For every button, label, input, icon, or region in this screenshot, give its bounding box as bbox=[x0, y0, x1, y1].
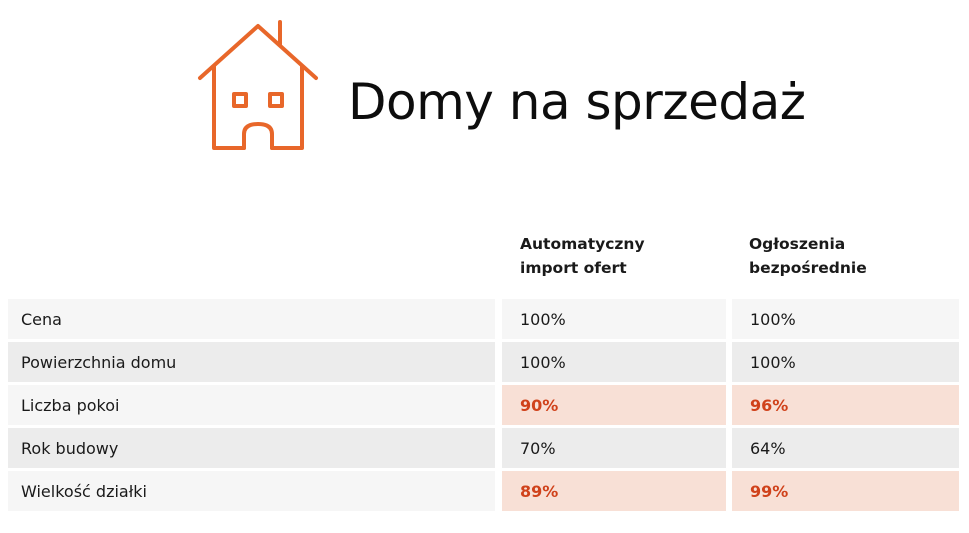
table-row: Liczba pokoi 90% 96% bbox=[8, 385, 959, 425]
automatic-import-value-highlighted: 90% bbox=[502, 385, 726, 425]
column-header-line: Automatyczny bbox=[520, 235, 645, 253]
table-row: Wielkość działki 89% 99% bbox=[8, 471, 959, 511]
column-header-line: Ogłoszenia bbox=[749, 235, 846, 253]
direct-listings-value: 100% bbox=[732, 299, 959, 339]
direct-listings-value: 100% bbox=[732, 342, 959, 382]
column-header-line: bezpośrednie bbox=[749, 259, 867, 277]
column-header-automatic-import: Automatyczny import ofert bbox=[520, 232, 645, 280]
row-label: Wielkość działki bbox=[8, 471, 495, 511]
direct-listings-value: 64% bbox=[732, 428, 959, 468]
row-label: Cena bbox=[8, 299, 495, 339]
automatic-import-value: 100% bbox=[502, 299, 726, 339]
automatic-import-value: 70% bbox=[502, 428, 726, 468]
table-row: Cena 100% 100% bbox=[8, 299, 959, 339]
direct-listings-value-highlighted: 99% bbox=[732, 471, 959, 511]
column-header-line: import ofert bbox=[520, 259, 627, 277]
page-title: Domy na sprzedaż bbox=[348, 73, 806, 131]
row-label: Liczba pokoi bbox=[8, 385, 495, 425]
table-row: Powierzchnia domu 100% 100% bbox=[8, 342, 959, 382]
house-icon bbox=[198, 20, 318, 150]
row-label: Powierzchnia domu bbox=[8, 342, 495, 382]
table-row: Rok budowy 70% 64% bbox=[8, 428, 959, 468]
column-header-direct-listings: Ogłoszenia bezpośrednie bbox=[749, 232, 867, 280]
row-label: Rok budowy bbox=[8, 428, 495, 468]
automatic-import-value: 100% bbox=[502, 342, 726, 382]
direct-listings-value-highlighted: 96% bbox=[732, 385, 959, 425]
automatic-import-value-highlighted: 89% bbox=[502, 471, 726, 511]
